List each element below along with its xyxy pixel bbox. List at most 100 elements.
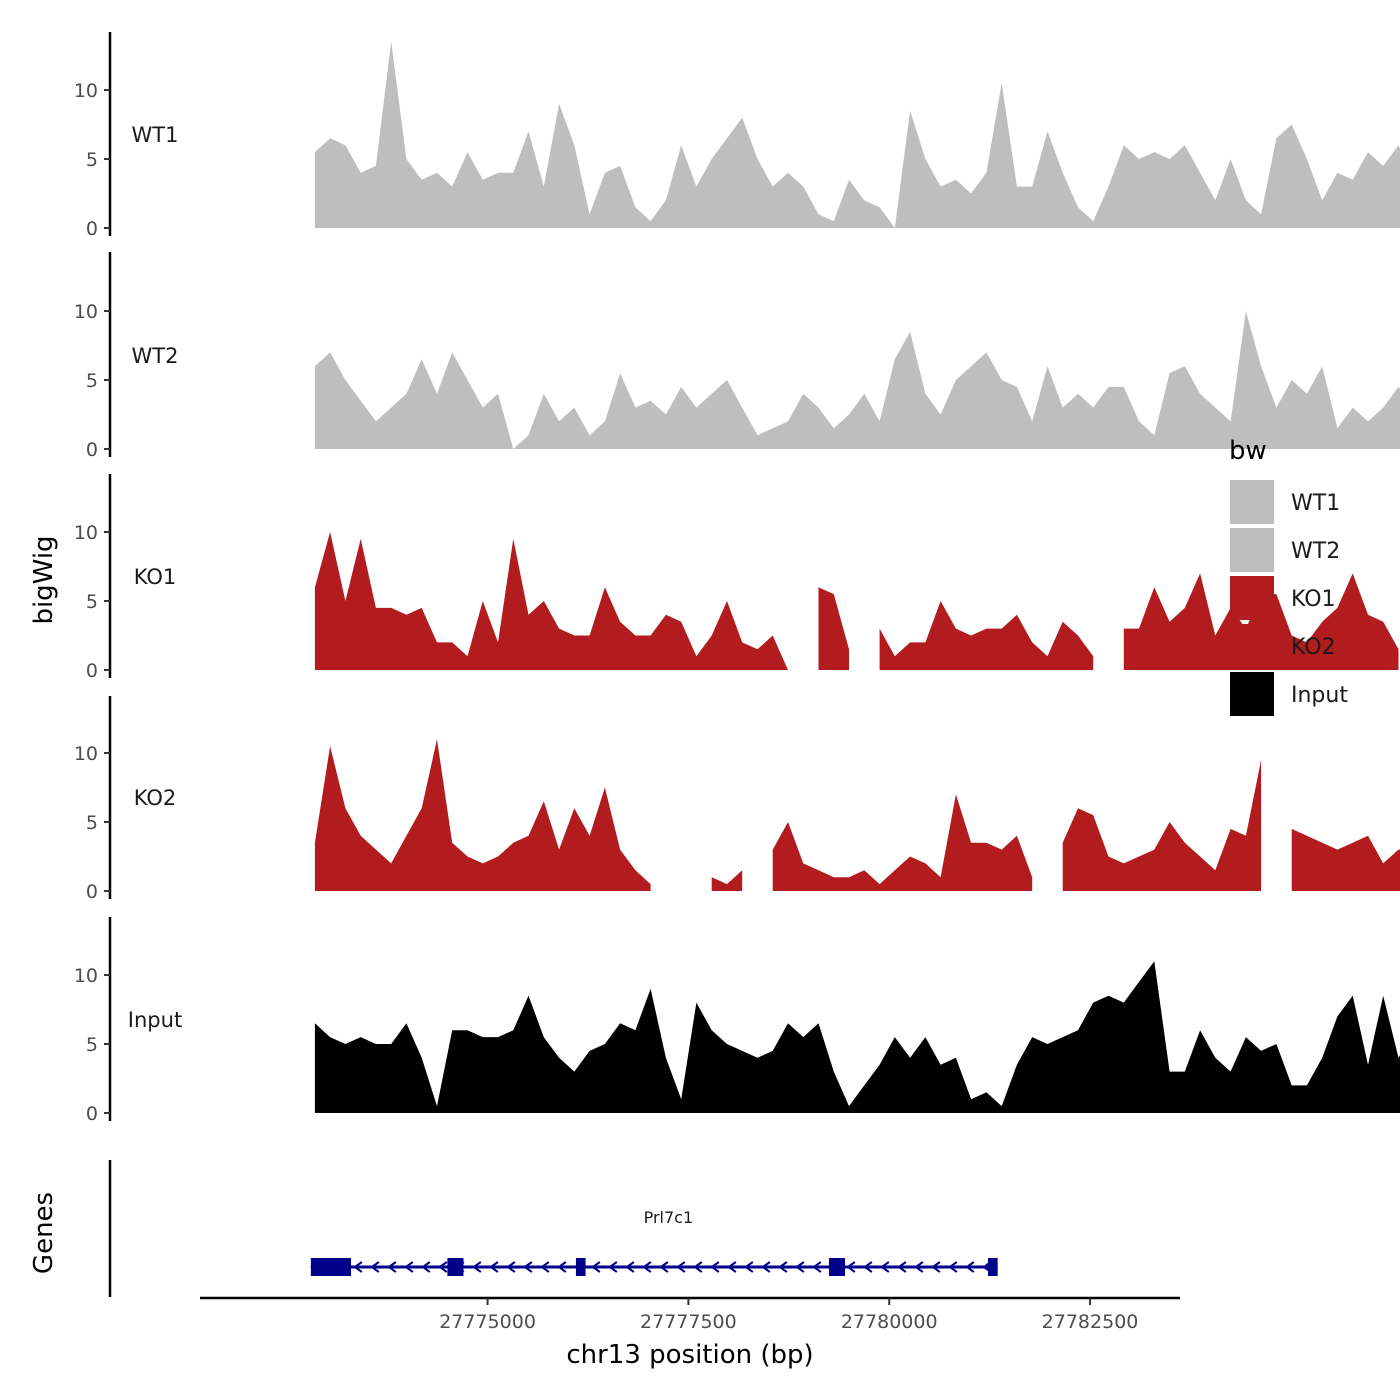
x-tick-label: 27782500 (1042, 1311, 1139, 1333)
strand-arrow (761, 1261, 771, 1273)
bigwig-panels: 0 5 10 WT1 0 5 10 WT2 0 5 10 KO1 0 5 10 KO2 0 5 10 Input (74, 32, 1400, 1125)
track-wt2: 0 5 10 WT2 (74, 252, 1400, 461)
x-axis: 27775000 27777500 27780000 27782500 (200, 1296, 1180, 1333)
strand-arrow (387, 1261, 397, 1273)
y-tick-label: 5 (86, 812, 98, 834)
track-label: Input (128, 1008, 182, 1032)
track-input: 0 5 10 Input (74, 917, 1400, 1125)
track-ko2: 0 5 10 KO2 (74, 696, 1400, 903)
y-tick-label: 0 (86, 1103, 98, 1125)
genes-axis-title: Genes (29, 1192, 59, 1274)
legend: bw WT1 WT2 KO1 KO2 Input (1229, 436, 1348, 716)
legend-swatch-ko1 (1230, 576, 1274, 620)
gene-exon (988, 1258, 998, 1276)
y-tick-label: 10 (74, 965, 98, 987)
coverage-area-ko1 (314, 532, 788, 670)
strand-arrow (795, 1261, 805, 1273)
strand-arrow (353, 1261, 363, 1273)
strand-arrow (540, 1261, 550, 1273)
strand-arrow (625, 1261, 635, 1273)
strand-arrow (489, 1261, 499, 1273)
legend-label-wt2: WT2 (1291, 539, 1340, 564)
gene-exon (575, 1258, 586, 1276)
coverage-area-ko2 (772, 794, 1033, 891)
strand-arrow (727, 1261, 737, 1273)
y-tick-label: 10 (74, 743, 98, 765)
y-tick-label: 5 (86, 591, 98, 613)
strand-arrow (948, 1261, 958, 1273)
strand-arrow (897, 1261, 907, 1273)
track-label: KO2 (134, 786, 177, 810)
coverage-area-input (314, 961, 1400, 1113)
strand-arrow (472, 1261, 482, 1273)
strand-arrow (557, 1261, 567, 1273)
strand-arrow (370, 1261, 380, 1273)
coverage-area-ko2 (1062, 759, 1262, 891)
coverage-area-ko2 (314, 739, 651, 891)
coverage-area-ko2 (1291, 828, 1400, 891)
coverage-area-wt2 (314, 311, 1400, 449)
strand-arrow (778, 1261, 788, 1273)
track-ko1: 0 5 10 KO1 (74, 474, 1399, 682)
y-tick-label: 10 (74, 301, 98, 323)
coverage-area-ko1 (1123, 573, 1399, 670)
track-label: WT2 (132, 344, 179, 368)
strand-arrow (710, 1261, 720, 1273)
y-tick-label: 5 (86, 370, 98, 392)
legend-label-ko2: KO2 (1291, 635, 1336, 660)
y-axis-title: bigWig (29, 535, 59, 624)
y-tick-label: 0 (86, 439, 98, 461)
strand-arrow (659, 1261, 669, 1273)
coverage-area-ko1 (818, 587, 849, 670)
y-tick-label: 5 (86, 1034, 98, 1056)
legend-swatch-wt1 (1230, 480, 1274, 524)
legend-label-ko1: KO1 (1291, 587, 1336, 612)
coverage-area-ko2 (711, 870, 743, 891)
strand-arrow (404, 1261, 414, 1273)
coverage-area-ko1 (879, 601, 1094, 670)
legend-swatch-wt2 (1230, 528, 1274, 572)
y-tick-label: 10 (74, 80, 98, 102)
strand-arrow (965, 1261, 975, 1273)
legend-label-input: Input (1291, 683, 1348, 708)
gene-label: Prl7c1 (644, 1208, 694, 1227)
x-axis-title: chr13 position (bp) (566, 1340, 813, 1370)
strand-arrow (642, 1261, 652, 1273)
legend-swatch-ko2 (1230, 624, 1274, 668)
track-label: WT1 (132, 123, 179, 147)
coverage-area-wt1 (314, 41, 1400, 228)
y-tick-label: 0 (86, 660, 98, 682)
x-tick-label: 27777500 (640, 1311, 737, 1333)
strand-arrow (744, 1261, 754, 1273)
x-tick-label: 27775000 (439, 1311, 536, 1333)
y-tick-label: 0 (86, 881, 98, 903)
strand-arrow (693, 1261, 703, 1273)
track-wt1: 0 5 10 WT1 (74, 32, 1400, 240)
y-tick-label: 5 (86, 149, 98, 171)
strand-arrow (880, 1261, 890, 1273)
gene-exon (310, 1258, 352, 1276)
legend-swatch-input (1230, 672, 1274, 716)
gene-exon (447, 1258, 464, 1276)
legend-label-wt1: WT1 (1291, 491, 1340, 516)
track-label: KO1 (134, 565, 177, 589)
genes-panel: Prl7c1 (108, 1160, 998, 1297)
strand-arrow (608, 1261, 618, 1273)
strand-arrow (914, 1261, 924, 1273)
strand-arrow (676, 1261, 686, 1273)
strand-arrow (846, 1261, 856, 1273)
strand-arrow (931, 1261, 941, 1273)
y-tick-label: 0 (86, 218, 98, 240)
legend-title: bw (1229, 436, 1267, 466)
strand-arrow (523, 1261, 533, 1273)
strand-arrow (812, 1261, 822, 1273)
strand-arrow (591, 1261, 601, 1273)
y-tick-label: 10 (74, 522, 98, 544)
strand-arrow (421, 1261, 431, 1273)
gene-exon (828, 1258, 846, 1276)
strand-arrow (438, 1261, 448, 1273)
strand-arrow (863, 1261, 873, 1273)
x-tick-label: 27780000 (841, 1311, 938, 1333)
strand-arrow (506, 1261, 516, 1273)
